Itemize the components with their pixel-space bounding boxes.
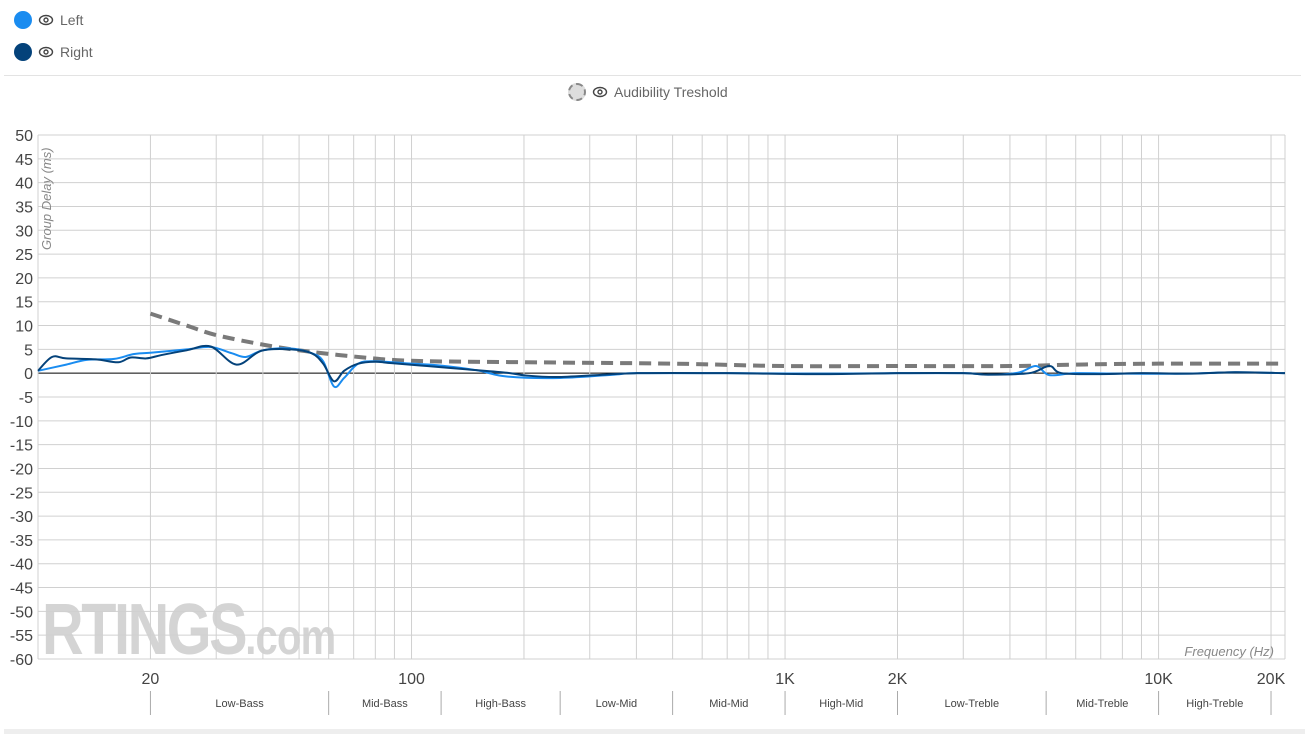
y-tick-label: -10	[10, 414, 33, 431]
band-label: Low-Treble	[945, 698, 1000, 710]
footer-bar	[4, 729, 1305, 734]
legend-label: Right	[60, 44, 93, 60]
y-tick-label: -60	[10, 652, 33, 669]
y-tick-label: -55	[10, 628, 33, 645]
y-tick-label: -25	[10, 485, 33, 502]
y-tick-label: -5	[19, 390, 33, 407]
watermark-brand: RTINGS	[42, 590, 248, 670]
threshold-color-dot	[568, 83, 586, 101]
rtings-watermark: RTINGS.com	[42, 594, 336, 666]
y-tick-label: 15	[15, 295, 33, 312]
x-tick-label: 20	[142, 671, 160, 688]
legend-item-right[interactable]: Right	[14, 43, 93, 61]
y-tick-label: 35	[15, 199, 33, 216]
x-tick-label: 2K	[888, 671, 908, 688]
x-axis-label: Frequency (Hz)	[1184, 644, 1274, 659]
y-tick-label: 40	[15, 176, 33, 193]
y-tick-label: 30	[15, 223, 33, 240]
band-label: Mid-Bass	[362, 698, 408, 710]
y-tick-label: -45	[10, 581, 33, 598]
y-axis-label: Group Delay (ms)	[39, 147, 54, 250]
eye-icon[interactable]	[592, 84, 608, 100]
band-label: High-Mid	[819, 698, 863, 710]
legend-item-left[interactable]: Left	[14, 11, 83, 29]
y-tick-label: -50	[10, 604, 33, 621]
right-color-dot	[14, 43, 32, 61]
y-tick-label: -20	[10, 461, 33, 478]
y-tick-label: -35	[10, 533, 33, 550]
x-tick-label: 20K	[1257, 671, 1286, 688]
y-tick-label: -15	[10, 438, 33, 455]
y-tick-label: 5	[24, 342, 33, 359]
legend-label: Audibility Treshold	[614, 84, 728, 100]
legend-label: Left	[60, 12, 84, 28]
y-tick-label: -40	[10, 557, 33, 574]
y-tick-label: 45	[15, 152, 33, 169]
eye-icon[interactable]	[38, 12, 54, 28]
x-tick-label: 1K	[775, 671, 795, 688]
x-tick-label: 100	[398, 671, 425, 688]
legend-item-threshold[interactable]: Audibility Treshold	[568, 83, 728, 101]
band-label: Mid-Mid	[709, 698, 748, 710]
y-tick-label: -30	[10, 509, 33, 526]
watermark-suffix: .com	[245, 609, 336, 665]
series-line-left	[37, 345, 1286, 389]
legend-divider	[4, 75, 1301, 76]
band-label: Mid-Treble	[1076, 698, 1128, 710]
y-tick-label: 0	[24, 366, 33, 383]
y-tick-label: 25	[15, 247, 33, 264]
y-tick-label: 10	[15, 319, 33, 336]
left-color-dot	[14, 11, 32, 29]
band-label: Low-Bass	[215, 698, 264, 710]
eye-icon[interactable]	[38, 44, 54, 60]
series-line-right	[37, 344, 1286, 383]
y-tick-label: 50	[15, 128, 33, 145]
band-label: Low-Mid	[596, 698, 638, 710]
y-tick-label: 20	[15, 271, 33, 288]
x-tick-label: 10K	[1144, 671, 1173, 688]
band-label: High-Bass	[475, 698, 526, 710]
band-label: High-Treble	[1186, 698, 1243, 710]
